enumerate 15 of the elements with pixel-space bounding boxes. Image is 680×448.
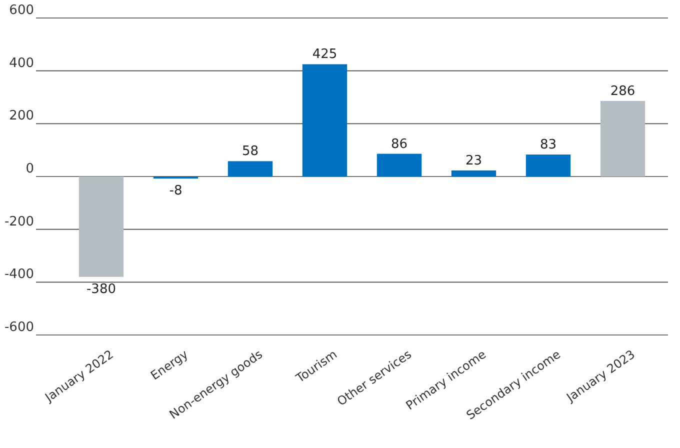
y-tick-label: 600 xyxy=(9,3,34,18)
data-label: 86 xyxy=(390,136,408,152)
data-label: 286 xyxy=(610,84,636,99)
data-label: 83 xyxy=(540,138,557,153)
data-label: -380 xyxy=(86,282,116,297)
data-label: 425 xyxy=(312,47,338,62)
y-tick-label: -600 xyxy=(4,320,34,335)
data-label: 23 xyxy=(465,153,482,168)
y-tick-label: 200 xyxy=(9,108,34,124)
data-label: 58 xyxy=(242,144,259,160)
data-label: -8 xyxy=(169,184,182,199)
y-tick-label: -400 xyxy=(4,267,34,282)
y-tick-label: 0 xyxy=(26,162,34,176)
y-tick-label: 400 xyxy=(9,56,34,71)
y-tick-label: -200 xyxy=(4,214,34,230)
